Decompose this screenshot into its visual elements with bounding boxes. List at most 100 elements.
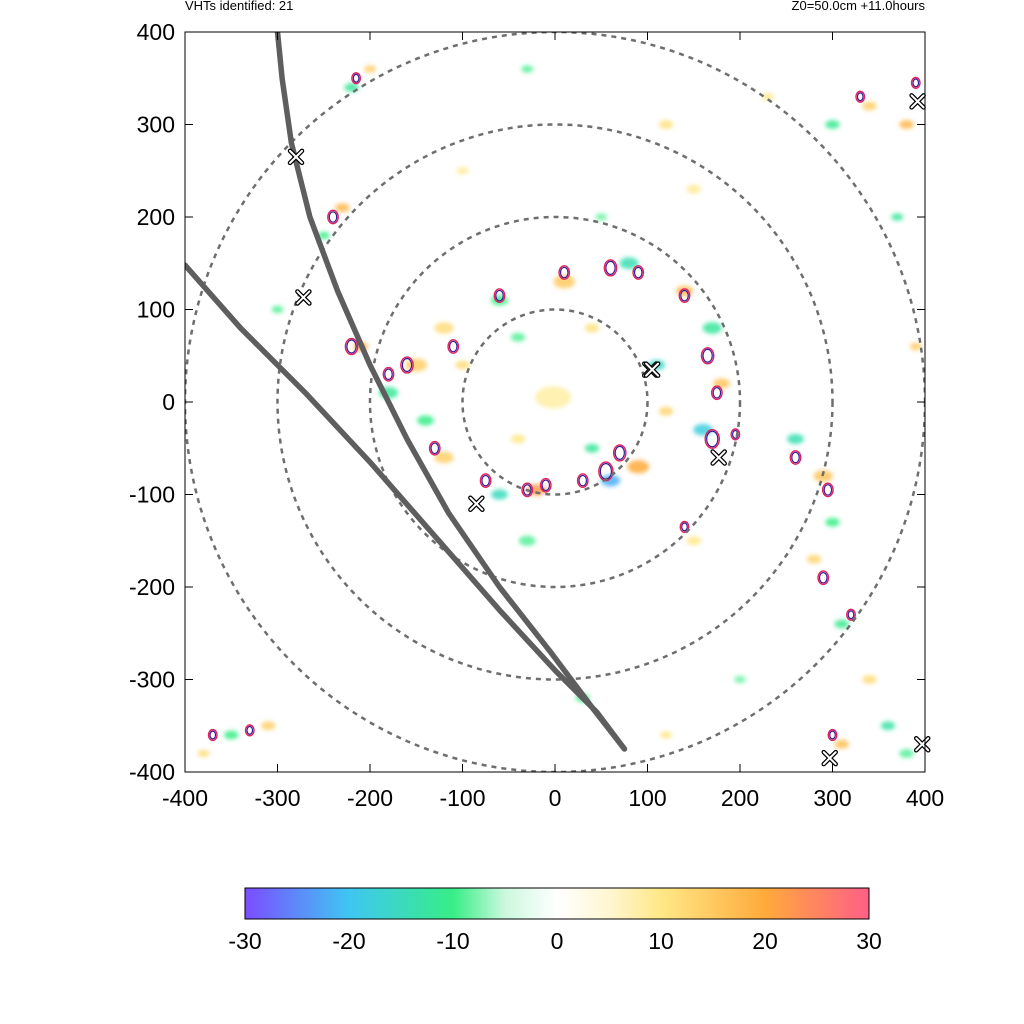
vorticity-blob	[686, 184, 701, 194]
colorbar-tick-label: 30	[856, 928, 882, 954]
contour-inner	[702, 348, 713, 363]
vorticity-blob	[271, 305, 284, 314]
range-rings	[185, 32, 925, 772]
vorticity-blob	[834, 619, 849, 629]
contour-inner	[448, 340, 458, 353]
contour-outer	[244, 724, 255, 737]
contour-inner	[856, 92, 864, 102]
contour-outer	[344, 337, 359, 356]
y-tick-label: -200	[129, 574, 175, 600]
flight-track	[274, 32, 628, 752]
vht-marker	[913, 736, 931, 753]
vorticity-blob	[686, 536, 701, 546]
vorticity-blob	[584, 443, 600, 453]
contour-outer	[603, 259, 618, 277]
vorticity-field	[197, 65, 922, 758]
vht-marker	[643, 361, 661, 378]
contour-inner	[605, 260, 616, 275]
contour-outer	[612, 444, 627, 462]
x-tick-label: -300	[254, 785, 300, 811]
vorticity-contours	[207, 72, 921, 742]
vorticity-blob	[733, 675, 747, 684]
vorticity-blob	[197, 749, 210, 758]
flight-track	[185, 262, 628, 752]
level-time-label: Z0=50.0cm +11.0hours	[791, 0, 925, 13]
colorbar-tick-label: -10	[436, 928, 469, 954]
contour-outer	[327, 209, 339, 225]
contour-outer	[632, 265, 645, 280]
contour-inner	[681, 522, 688, 532]
vorticity-blob	[595, 213, 608, 221]
contour-inner	[614, 445, 625, 460]
y-tick-label: 0	[162, 389, 175, 415]
contour-outer	[428, 440, 441, 456]
vorticity-blob	[261, 721, 276, 731]
axis-ticks	[184, 31, 926, 773]
vht-marker	[287, 148, 305, 166]
colorbar-tick-label: 10	[648, 928, 674, 954]
contour-outer	[539, 477, 552, 493]
contour-outer	[789, 450, 802, 465]
x-tick-label: -200	[347, 785, 393, 811]
x-tick-label: 300	[813, 785, 851, 811]
y-tick-label: -100	[129, 482, 175, 508]
contour-inner	[352, 73, 360, 83]
vorticity-blob	[535, 386, 572, 409]
vorticity-blob	[434, 322, 454, 334]
y-tick-label: 300	[137, 112, 175, 138]
vorticity-blob	[862, 101, 877, 111]
vorticity-blob	[806, 554, 822, 564]
contour-outer	[447, 339, 460, 354]
range-ring	[368, 215, 742, 589]
vht-marker	[909, 93, 926, 110]
vorticity-blob	[521, 65, 534, 73]
vorticity-blob	[619, 257, 639, 270]
contour-outer	[382, 366, 395, 382]
contour-outer	[576, 473, 589, 489]
vht-marker	[468, 495, 485, 512]
colorbar	[244, 887, 870, 920]
vorticity-blob	[456, 167, 469, 175]
vorticity-blob	[909, 342, 922, 351]
contour-outer	[821, 482, 834, 498]
vorticity-blob	[510, 332, 526, 342]
contour-inner	[430, 442, 440, 455]
vorticity-blob	[891, 213, 904, 221]
colorbar-tick-label: -30	[228, 928, 261, 954]
vorticity-blob	[455, 360, 470, 370]
contour-inner	[912, 78, 920, 88]
vorticity-blob	[899, 120, 914, 129]
vorticity-blob	[825, 120, 840, 129]
contour-outer	[710, 385, 723, 401]
contour-inner	[829, 730, 836, 740]
contour-inner	[706, 430, 719, 448]
y-tick-label: 400	[137, 19, 175, 45]
contour-inner	[791, 451, 800, 464]
vorticity-blob	[317, 231, 330, 240]
vht-marker	[821, 749, 838, 767]
x-tick-label: -100	[439, 785, 485, 811]
range-ring	[276, 123, 834, 681]
vht-marker	[295, 289, 312, 306]
vorticity-blob	[417, 415, 434, 426]
y-tick-labels: -400 -300 -200 -100 0 100 200 300 400	[129, 19, 175, 785]
contour-inner	[633, 266, 643, 279]
vorticity-blob	[834, 739, 849, 749]
colorbar-tick-label: 0	[551, 928, 564, 954]
y-tick-label: 200	[137, 204, 175, 230]
vht-count-label: VHTs identified: 21	[185, 0, 294, 13]
x-tick-label: 400	[906, 785, 944, 811]
x-tick-label: 200	[721, 785, 759, 811]
vorticity-blob	[553, 275, 576, 289]
contour-inner	[522, 484, 532, 496]
contour-inner	[578, 474, 588, 487]
vorticity-blob	[880, 721, 896, 731]
contour-outer	[700, 347, 715, 365]
contour-inner	[823, 484, 833, 496]
vorticity-blob	[405, 358, 428, 372]
contour-outer	[817, 570, 830, 586]
contour-outer	[827, 728, 838, 742]
contour-outer	[679, 520, 690, 533]
contour-inner	[680, 289, 689, 302]
x-tick-label: 0	[549, 785, 562, 811]
